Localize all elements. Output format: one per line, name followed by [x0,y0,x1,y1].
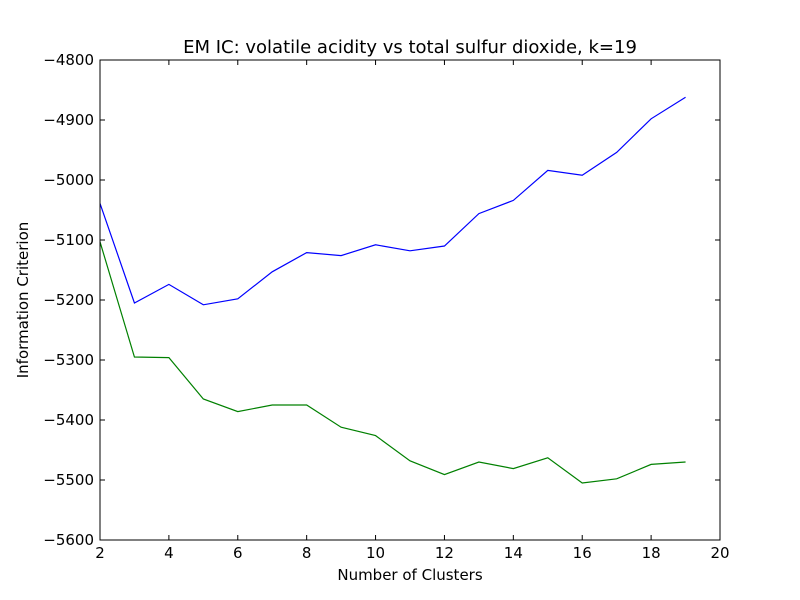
y-tick-label: −5000 [43,171,94,189]
x-tick-label: 18 [642,544,661,562]
chart-title: EM IC: volatile acidity vs total sulfur … [183,37,637,58]
y-tick-label: −5500 [43,471,94,489]
series-line-1 [99,96,686,306]
y-tick-label: −5200 [43,291,94,309]
plot-area [100,60,720,540]
x-tick-label: 16 [573,544,592,562]
y-tick-label: −5300 [43,351,94,369]
x-tick-label: 4 [164,544,174,562]
x-axis-label: Number of Clusters [337,566,482,584]
series-layer [99,96,686,484]
series-line-2 [99,241,686,484]
y-tick-label: −5400 [43,411,94,429]
x-tick-label: 12 [435,544,454,562]
tick-layer: 2 4 6 8 10 12 14 16 18 20 −5600 −5500 −5400 −5300 −520… [43,51,729,562]
x-tick-label: 10 [366,544,385,562]
y-tick-label: −5600 [43,531,94,549]
x-tick-label: 8 [302,544,312,562]
x-tick-label: 14 [504,544,523,562]
y-tick-label: −4900 [43,111,94,129]
x-tick-label: 6 [233,544,243,562]
y-axis-label: Information Criterion [14,222,32,379]
y-tick-label: −5100 [43,231,94,249]
plot-frame [99,59,721,541]
x-tick-label: 20 [710,544,729,562]
y-tick-label: −4800 [43,51,94,69]
x-tick-label: 2 [95,544,105,562]
